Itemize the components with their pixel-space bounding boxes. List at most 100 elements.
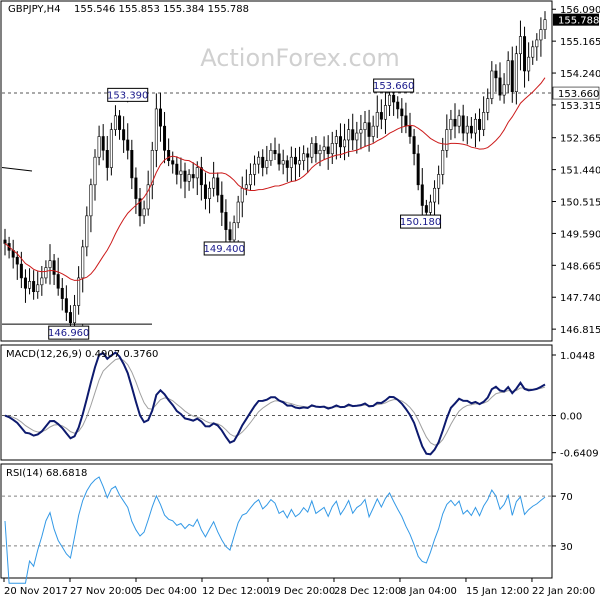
- candle-body: [216, 177, 220, 196]
- candle-body: [240, 187, 244, 203]
- price-tick-label: 153.315: [560, 101, 600, 112]
- candle-body: [338, 136, 342, 148]
- candle-body: [322, 146, 326, 151]
- candle-body: [326, 146, 330, 155]
- candle-body: [253, 163, 257, 175]
- rsi-line: [4, 476, 546, 584]
- annotation-box: [373, 78, 415, 93]
- candle-body: [388, 94, 392, 106]
- time-tick-label: 27 Nov 20:00: [70, 586, 137, 597]
- candle-body: [379, 112, 383, 120]
- candle-body: [183, 170, 187, 182]
- candle-body: [416, 153, 420, 186]
- annotation-label: 153.660: [373, 81, 414, 92]
- candle-body: [220, 194, 224, 213]
- candle-body: [212, 177, 216, 189]
- candle-body: [306, 153, 310, 158]
- candle-body: [478, 118, 482, 130]
- candle-body: [163, 125, 167, 151]
- annotation-label: 146.960: [48, 328, 89, 339]
- candle-body: [224, 212, 228, 230]
- rsi-tick-label: 30: [560, 542, 573, 553]
- candle-body: [490, 70, 494, 99]
- candle-body: [23, 277, 27, 289]
- candle-body: [527, 56, 531, 72]
- candle-body: [40, 277, 44, 286]
- candle-body: [441, 150, 445, 175]
- candle-body: [428, 201, 432, 213]
- candle-body: [371, 125, 375, 137]
- candle-body: [122, 129, 126, 141]
- candle-body: [36, 284, 40, 293]
- macd-panel-frame: [0, 344, 553, 461]
- price-tick-label: 151.440: [560, 166, 600, 177]
- candle-body: [146, 184, 150, 210]
- candle-body: [154, 108, 158, 151]
- time-tick-label: 12 Dec 12:00: [202, 586, 269, 597]
- candle-body: [187, 174, 191, 182]
- annotation-box: [107, 87, 149, 102]
- candle-body: [412, 136, 416, 155]
- candle-body: [486, 98, 490, 113]
- macd-main-line: [4, 351, 546, 456]
- candle-body: [449, 118, 453, 130]
- macd-tick-label: 1.0448: [560, 351, 595, 362]
- candle-body: [195, 167, 199, 179]
- price-tick-label: 156.090: [560, 5, 600, 16]
- candle-body: [420, 184, 424, 206]
- candle-body: [113, 115, 117, 130]
- candle-body: [310, 143, 314, 158]
- candle-body: [359, 129, 363, 134]
- trend-segment: [1, 167, 33, 172]
- rsi-panel-frame: [0, 463, 553, 579]
- candle-body: [343, 139, 347, 148]
- candle-body: [396, 101, 400, 110]
- candle-body: [375, 112, 379, 127]
- annotation-label: 150.180: [400, 217, 441, 228]
- candle-body: [469, 125, 473, 134]
- candle-body: [433, 187, 437, 203]
- macd-tick-label: -0.6409: [560, 449, 599, 460]
- candle-body: [101, 136, 105, 151]
- price-tick-label: 154.240: [560, 69, 600, 80]
- candle-body: [400, 108, 404, 117]
- candle-body: [457, 115, 461, 127]
- candle-body: [539, 29, 543, 41]
- candle-body: [273, 150, 277, 155]
- candle-body: [514, 53, 518, 92]
- candle-body: [510, 60, 514, 92]
- candle-body: [19, 263, 23, 279]
- candle-body: [236, 201, 240, 224]
- candle-body: [461, 115, 465, 134]
- candle-body: [257, 156, 261, 165]
- candle-body: [261, 156, 265, 168]
- candle-body: [535, 39, 539, 48]
- candle-body: [453, 118, 457, 127]
- candle-body: [73, 305, 77, 324]
- time-tick-label: 28 Dec 12:00: [334, 586, 401, 597]
- candle-body: [523, 36, 527, 72]
- candle-body: [44, 267, 48, 279]
- time-axis: 20 Nov 2017 27 Nov 20:005 Dec 04:00 12 Dec…: [3, 578, 595, 597]
- candle-body: [293, 156, 297, 165]
- candle-body: [85, 215, 89, 248]
- candle-body: [150, 150, 154, 186]
- candle-body: [334, 136, 338, 144]
- candle-body: [392, 94, 396, 103]
- candle-body: [289, 156, 293, 168]
- candle-body: [232, 222, 236, 241]
- candle-body: [89, 184, 93, 217]
- price-annotations: 153.390 149.400 153.660 150.180 146.960: [48, 78, 441, 340]
- price-tick-label: 149.590: [560, 229, 600, 240]
- candle-body: [543, 19, 547, 30]
- candle-body: [248, 174, 252, 186]
- candle-body: [502, 84, 506, 96]
- candle-body: [531, 46, 535, 58]
- price-tick-label: 152.365: [560, 134, 600, 145]
- rsi-tick-label: 70: [560, 492, 573, 503]
- candle-body: [191, 174, 195, 179]
- rsi-title: RSI(14) 68.6818: [6, 468, 87, 479]
- candle-body: [408, 125, 412, 137]
- candle-body: [363, 122, 367, 130]
